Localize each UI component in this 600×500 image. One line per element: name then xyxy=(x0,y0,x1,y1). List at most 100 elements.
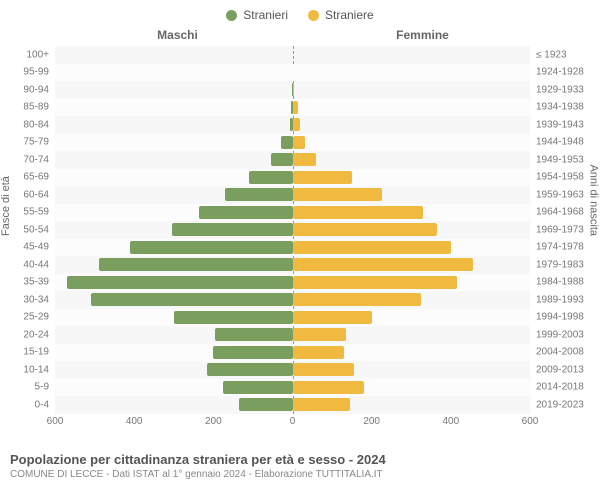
bar-male xyxy=(223,381,292,394)
age-label: 85-89 xyxy=(23,102,55,113)
bar-male xyxy=(225,188,292,201)
birth-year-label: 2004-2008 xyxy=(530,347,584,358)
age-label: 70-74 xyxy=(23,154,55,165)
birth-year-label: 1939-1943 xyxy=(530,119,584,130)
x-tick: 200 xyxy=(205,416,222,427)
bar-male xyxy=(199,206,292,219)
bar-female xyxy=(293,328,346,341)
age-label: 0-4 xyxy=(35,399,55,410)
age-label: 50-54 xyxy=(23,224,55,235)
birth-year-label: 1994-1998 xyxy=(530,312,584,323)
bar-male xyxy=(215,328,292,341)
birth-year-label: 1949-1953 xyxy=(530,154,584,165)
x-tick: 600 xyxy=(47,416,64,427)
column-headers: Maschi Femmine xyxy=(0,28,600,42)
pyramid-row: 65-691954-1958 xyxy=(55,169,530,187)
y-axis-title-right: Anni di nascita xyxy=(588,164,600,236)
y-axis-title-left: Fasce di età xyxy=(0,176,12,236)
bar-male xyxy=(213,346,292,359)
birth-year-label: 1924-1928 xyxy=(530,67,584,78)
bar-male xyxy=(172,223,293,236)
pyramid-row: 25-291994-1998 xyxy=(55,309,530,327)
birth-year-label: 1989-1993 xyxy=(530,294,584,305)
bar-male xyxy=(67,276,293,289)
col-header-female: Femmine xyxy=(300,28,600,42)
bar-male xyxy=(271,153,293,166)
pyramid-row: 50-541969-1973 xyxy=(55,221,530,239)
age-label: 60-64 xyxy=(23,189,55,200)
legend-item-male: Stranieri xyxy=(226,8,288,22)
col-header-male: Maschi xyxy=(0,28,300,42)
bar-female xyxy=(293,206,424,219)
age-label: 10-14 xyxy=(23,364,55,375)
pyramid-row: 60-641959-1963 xyxy=(55,186,530,204)
birth-year-label: 2009-2013 xyxy=(530,364,584,375)
age-label: 100+ xyxy=(26,49,55,60)
birth-year-label: 1934-1938 xyxy=(530,102,584,113)
legend-female-label: Straniere xyxy=(325,8,374,22)
x-tick: 600 xyxy=(522,416,539,427)
plot-area: 100+≤ 192395-991924-192890-941929-193385… xyxy=(55,46,530,414)
legend-male-label: Stranieri xyxy=(243,8,288,22)
age-label: 25-29 xyxy=(23,312,55,323)
pyramid-row: 45-491974-1978 xyxy=(55,239,530,257)
pyramid-row: 85-891934-1938 xyxy=(55,99,530,117)
age-label: 75-79 xyxy=(23,137,55,148)
bar-female xyxy=(293,258,473,271)
age-label: 15-19 xyxy=(23,347,55,358)
birth-year-label: 1969-1973 xyxy=(530,224,584,235)
bar-female xyxy=(293,101,299,114)
bar-female xyxy=(293,171,352,184)
birth-year-label: 1984-1988 xyxy=(530,277,584,288)
pyramid-row: 70-741949-1953 xyxy=(55,151,530,169)
pyramid-row: 95-991924-1928 xyxy=(55,64,530,82)
age-label: 30-34 xyxy=(23,294,55,305)
x-tick: 0 xyxy=(290,416,296,427)
birth-year-label: 1944-1948 xyxy=(530,137,584,148)
bar-female xyxy=(293,276,457,289)
pyramid-row: 100+≤ 1923 xyxy=(55,46,530,64)
pyramid-row: 20-241999-2003 xyxy=(55,326,530,344)
x-tick: 400 xyxy=(126,416,143,427)
pyramid-row: 55-591964-1968 xyxy=(55,204,530,222)
bar-female xyxy=(293,136,306,149)
pyramid-row: 75-791944-1948 xyxy=(55,134,530,152)
pyramid-row: 0-42019-2023 xyxy=(55,396,530,414)
x-tick: 400 xyxy=(442,416,459,427)
bar-female xyxy=(293,153,317,166)
legend-item-female: Straniere xyxy=(308,8,374,22)
x-tick: 200 xyxy=(363,416,380,427)
age-label: 40-44 xyxy=(23,259,55,270)
pyramid-row: 80-841939-1943 xyxy=(55,116,530,134)
birth-year-label: 1964-1968 xyxy=(530,207,584,218)
birth-year-label: 1929-1933 xyxy=(530,84,584,95)
birth-year-label: 1979-1983 xyxy=(530,259,584,270)
bar-male xyxy=(130,241,292,254)
bar-male xyxy=(174,311,293,324)
bar-female xyxy=(293,311,372,324)
age-label: 5-9 xyxy=(35,382,55,393)
bar-female xyxy=(293,241,451,254)
birth-year-label: 2014-2018 xyxy=(530,382,584,393)
pyramid-row: 40-441979-1983 xyxy=(55,256,530,274)
pyramid-row: 15-192004-2008 xyxy=(55,344,530,362)
birth-year-label: 1954-1958 xyxy=(530,172,584,183)
bar-female xyxy=(293,381,364,394)
bar-female xyxy=(293,293,422,306)
chart-subtitle: COMUNE DI LECCE - Dati ISTAT al 1° genna… xyxy=(10,469,590,480)
age-label: 20-24 xyxy=(23,329,55,340)
birth-year-label: 1999-2003 xyxy=(530,329,584,340)
birth-year-label: 2019-2023 xyxy=(530,399,584,410)
pyramid-row: 30-341989-1993 xyxy=(55,291,530,309)
bar-female xyxy=(293,118,301,131)
pyramid-row: 5-92014-2018 xyxy=(55,379,530,397)
bar-female xyxy=(293,346,344,359)
footer: Popolazione per cittadinanza straniera p… xyxy=(0,446,600,480)
bar-female xyxy=(293,83,294,96)
age-label: 65-69 xyxy=(23,172,55,183)
bar-male xyxy=(249,171,293,184)
male-swatch xyxy=(226,10,237,21)
bar-male xyxy=(207,363,292,376)
birth-year-label: ≤ 1923 xyxy=(530,49,567,60)
bar-female xyxy=(293,223,437,236)
